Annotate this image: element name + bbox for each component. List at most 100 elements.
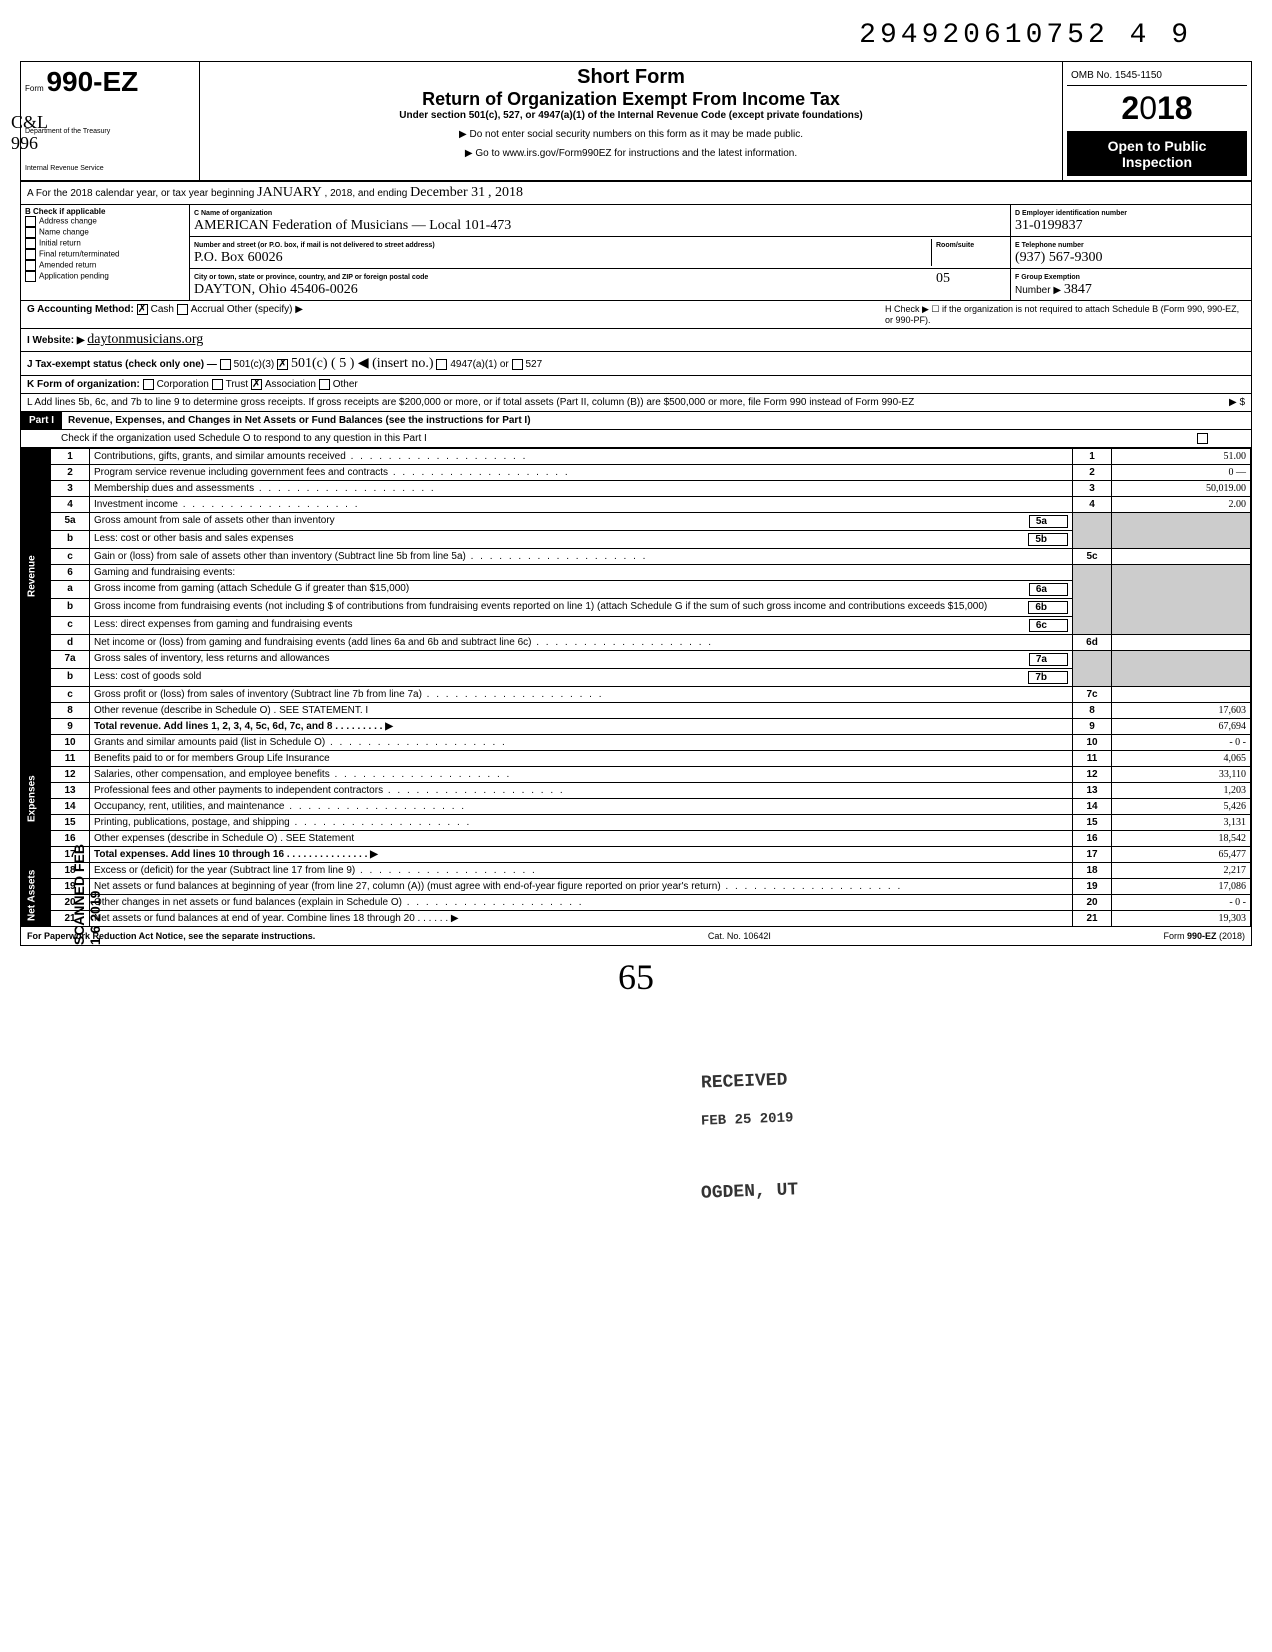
chk-assoc[interactable]: [251, 379, 262, 390]
line11-amt: 4,065: [1112, 751, 1251, 767]
group-value: 3847: [1064, 282, 1092, 297]
title-under: Under section 501(c), 527, or 4947(a)(1)…: [210, 110, 1052, 121]
stamp-scanned: SCANNED FEB 1 6 2019: [71, 842, 103, 945]
city-label: City or town, state or province, country…: [194, 274, 428, 281]
line6b-desc: Gross income from fundraising events (no…: [90, 599, 1073, 617]
chk-final[interactable]: [25, 249, 36, 260]
line3-amt: 50,019.00: [1112, 481, 1251, 497]
line14-desc: Occupancy, rent, utilities, and maintena…: [90, 799, 1073, 815]
row-i: I Website: ▶ daytonmusicians.org: [21, 329, 1251, 352]
line16-amt: 18,542: [1112, 831, 1251, 847]
line12-desc: Salaries, other compensation, and employ…: [90, 767, 1073, 783]
form-word: Form: [25, 84, 44, 93]
chk-527[interactable]: [512, 359, 523, 370]
chk-address[interactable]: [25, 216, 36, 227]
line6d-amt: [1112, 635, 1251, 651]
addr-label: Number and street (or P.O. box, if mail …: [194, 242, 435, 249]
d-label: D Employer identification number: [1015, 210, 1127, 217]
line2-desc: Program service revenue including govern…: [90, 465, 1073, 481]
l-text: L Add lines 5b, 6c, and 7b to line 9 to …: [27, 397, 914, 408]
chk-4947[interactable]: [436, 359, 447, 370]
line17-desc: Total expenses. Add lines 10 through 16 …: [90, 847, 1073, 863]
line8-desc: Other revenue (describe in Schedule O) .…: [90, 703, 1073, 719]
chk-corp[interactable]: [143, 379, 154, 390]
line7c-desc: Gross profit or (loss) from sales of inv…: [90, 687, 1073, 703]
chk-other-org[interactable]: [319, 379, 330, 390]
website-value: daytonmusicians.org: [87, 332, 203, 347]
chk-trust[interactable]: [212, 379, 223, 390]
row-l: L Add lines 5b, 6c, and 7b to line 9 to …: [21, 394, 1251, 412]
g-label: G Accounting Method:: [27, 304, 134, 315]
line18-amt: 2,217: [1112, 863, 1251, 879]
period-mid: , 2018, and ending: [325, 188, 408, 199]
chk-cash[interactable]: [137, 304, 148, 315]
line5b-desc: Less: cost or other basis and sales expe…: [90, 531, 1073, 549]
serial-number: 294920610752 4 9: [20, 20, 1252, 51]
line6d-desc: Net income or (loss) from gaming and fun…: [90, 635, 1073, 651]
chk-amended[interactable]: [25, 260, 36, 271]
form-page: Form 990-EZ C&L996 Department of the Tre…: [20, 61, 1252, 946]
line12-amt: 33,110: [1112, 767, 1251, 783]
tax-year: 2018: [1067, 86, 1247, 132]
chk-schedule-o[interactable]: [1197, 433, 1208, 444]
line4-amt: 2.00: [1112, 497, 1251, 513]
title-main: Return of Organization Exempt From Incom…: [210, 89, 1052, 110]
h-text: H Check ▶ ☐ if the organization is not r…: [879, 301, 1251, 328]
i-label: I Website: ▶: [27, 335, 85, 346]
header: Form 990-EZ C&L996 Department of the Tre…: [21, 62, 1251, 182]
e-label: E Telephone number: [1015, 242, 1084, 249]
footer-mid: Cat. No. 10642I: [708, 931, 771, 941]
chk-501c[interactable]: [277, 359, 288, 370]
row-j: J Tax-exempt status (check only one) — 5…: [21, 352, 1251, 376]
f-label2: Number ▶: [1015, 285, 1061, 296]
dept-treasury: Department of the Treasury: [25, 128, 195, 135]
footer-right: Form 990-EZ (2018): [1163, 931, 1245, 941]
omb-number: OMB No. 1545-1150: [1067, 66, 1247, 86]
part1-check-text: Check if the organization used Schedule …: [61, 433, 427, 444]
period-row: A For the 2018 calendar year, or tax yea…: [21, 182, 1251, 205]
chk-pending[interactable]: [25, 271, 36, 282]
handwritten-mark: C&L996: [11, 112, 48, 154]
line5c-amt: [1112, 549, 1251, 565]
open-inspection: Open to PublicInspection: [1067, 132, 1247, 176]
stamp-ogden: OGDEN, UT: [701, 1180, 799, 1203]
line4-desc: Investment income: [90, 497, 1073, 513]
chk-accrual[interactable]: [177, 304, 188, 315]
page-number-65: 65: [20, 956, 1252, 998]
line19-amt: 17,086: [1112, 879, 1251, 895]
line15-desc: Printing, publications, postage, and shi…: [90, 815, 1073, 831]
part1-header: Part I Revenue, Expenses, and Changes in…: [21, 412, 1251, 430]
section-c: C Name of organization AMERICAN Federati…: [190, 205, 1011, 300]
line10-desc: Grants and similar amounts paid (list in…: [90, 735, 1073, 751]
line16-desc: Other expenses (describe in Schedule O) …: [90, 831, 1073, 847]
instr-2: ▶ Go to www.irs.gov/Form990EZ for instru…: [210, 148, 1052, 159]
chk-501c3[interactable]: [220, 359, 231, 370]
l-arrow: ▶ $: [1229, 397, 1245, 408]
line20-desc: Other changes in net assets or fund bala…: [90, 895, 1073, 911]
j-label: J Tax-exempt status (check only one) —: [27, 359, 217, 370]
phone-value: (937) 567-9300: [1015, 250, 1103, 265]
room-label: Room/suite: [936, 242, 974, 249]
f-label: F Group Exemption: [1015, 274, 1080, 281]
line20-amt: - 0 -: [1112, 895, 1251, 911]
part1-check-row: Check if the organization used Schedule …: [21, 430, 1251, 448]
line1-desc: Contributions, gifts, grants, and simila…: [90, 449, 1073, 465]
c-label: C Name of organization: [194, 210, 272, 217]
row-g-h: G Accounting Method: Cash Accrual Other …: [21, 301, 1251, 329]
line9-amt: 67,694: [1112, 719, 1251, 735]
main-table: Revenue 1Contributions, gifts, grants, a…: [21, 448, 1251, 927]
line6c-desc: Less: direct expenses from gaming and fu…: [90, 617, 1073, 635]
chk-initial[interactable]: [25, 238, 36, 249]
line9-desc: Total revenue. Add lines 1, 2, 3, 4, 5c,…: [90, 719, 1073, 735]
line7b-desc: Less: cost of goods sold7b: [90, 669, 1073, 687]
part1-title: Revenue, Expenses, and Changes in Net As…: [62, 412, 1251, 429]
line21-amt: 19,303: [1112, 911, 1251, 927]
org-address: P.O. Box 60026: [194, 250, 283, 265]
chk-name[interactable]: [25, 227, 36, 238]
section-d-e-f: D Employer identification number 31-0199…: [1011, 205, 1251, 300]
omb-box: OMB No. 1545-1150 2018 Open to PublicIns…: [1063, 62, 1251, 180]
form-id-box: Form 990-EZ C&L996 Department of the Tre…: [21, 62, 200, 180]
line10-amt: - 0 -: [1112, 735, 1251, 751]
revenue-label: Revenue: [22, 449, 51, 703]
line15-amt: 3,131: [1112, 815, 1251, 831]
